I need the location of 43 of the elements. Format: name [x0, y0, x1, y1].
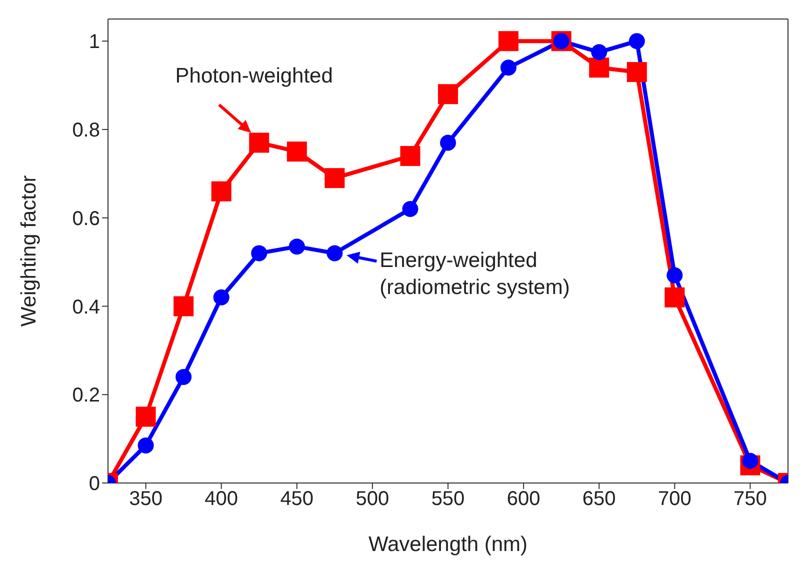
y-axis-title: Weighting factor: [17, 175, 40, 327]
point: [440, 134, 456, 151]
point: [589, 58, 610, 78]
x-tick-label: 400: [204, 488, 238, 510]
point: [664, 287, 685, 308]
y-tick-label: 1: [88, 31, 100, 54]
x-tick-label: 550: [431, 488, 465, 510]
point: [500, 60, 516, 76]
y-tick-label: 0.8: [72, 120, 100, 142]
x-tick-label: 700: [658, 488, 692, 510]
annotation: Photon-weighted: [175, 64, 333, 88]
point: [628, 33, 645, 50]
point: [438, 84, 458, 104]
x-tick-label: 750: [734, 488, 767, 510]
point: [138, 437, 154, 454]
y-tick-label: 0: [88, 473, 100, 496]
point: [666, 267, 683, 284]
y-tick-label: 0.4: [72, 296, 100, 318]
point: [136, 406, 156, 427]
point: [626, 62, 647, 82]
x-tick-label: 650: [582, 488, 616, 510]
point: [213, 289, 230, 306]
x-axis-title: Wavelength (nm): [368, 533, 528, 556]
point: [288, 238, 305, 255]
point: [402, 201, 418, 218]
point: [176, 368, 192, 385]
point: [591, 44, 608, 60]
x-tick-label: 350: [129, 488, 162, 510]
point: [251, 245, 268, 262]
y-tick-label: 0.6: [72, 208, 100, 230]
point: [174, 296, 194, 316]
point: [324, 168, 345, 188]
x-tick-label: 500: [356, 488, 390, 510]
point: [211, 181, 232, 202]
annotation: Energy-weighted (radiometric system): [380, 249, 570, 300]
x-tick-label: 600: [506, 488, 540, 510]
x-tick-label: 450: [280, 488, 314, 510]
point: [498, 31, 518, 52]
point: [400, 146, 420, 166]
point: [249, 132, 270, 153]
point: [286, 142, 307, 162]
point: [326, 245, 343, 262]
y-tick-label: 0.2: [72, 384, 100, 407]
